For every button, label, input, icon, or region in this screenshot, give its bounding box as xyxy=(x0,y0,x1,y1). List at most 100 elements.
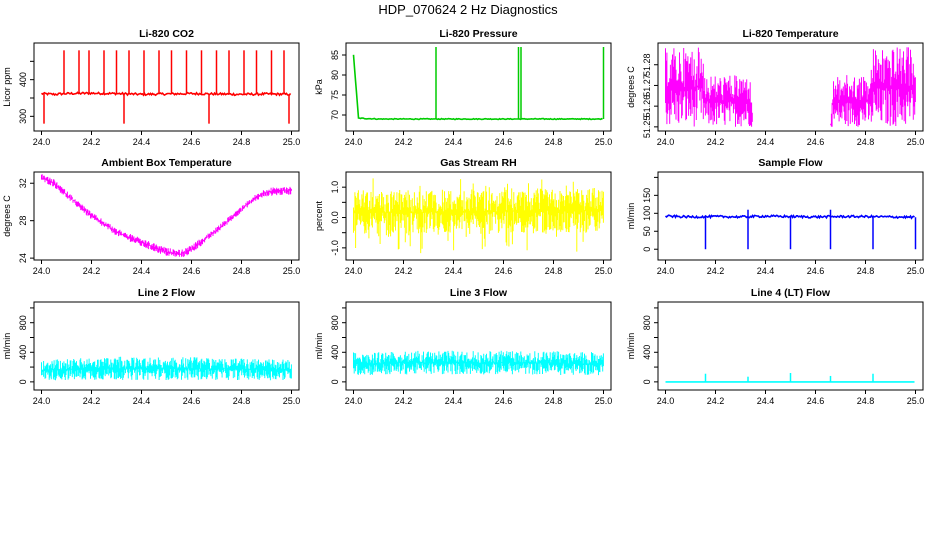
y-tick-label: 51.27 xyxy=(642,74,652,97)
x-tick-label: 24.8 xyxy=(857,137,875,147)
x-tick-label: 24.8 xyxy=(545,396,563,406)
x-tick-label: 24.6 xyxy=(807,137,825,147)
y-tick-label: 51.25 xyxy=(642,116,652,139)
x-tick-label: 24.0 xyxy=(657,266,675,276)
data-series xyxy=(353,350,604,376)
x-tick-label: 25.0 xyxy=(907,396,925,406)
x-tick-label: 24.4 xyxy=(133,137,151,147)
band-trace xyxy=(353,178,604,254)
data-series xyxy=(353,178,604,254)
chart-title: Ambient Box Temperature xyxy=(101,157,232,169)
y-axis-label: kPa xyxy=(314,79,324,95)
x-tick-label: 24.6 xyxy=(183,396,201,406)
x-tick-label: 24.8 xyxy=(233,396,251,406)
y-axis-label: ml/min xyxy=(626,333,636,360)
x-tick-label: 24.6 xyxy=(183,266,201,276)
y-axis-label: degrees C xyxy=(626,66,636,108)
y-tick-label: 1.0 xyxy=(330,181,340,194)
y-tick-label: 800 xyxy=(330,315,340,330)
chart-title: Li-820 CO2 xyxy=(139,28,194,40)
band-trace xyxy=(41,174,292,257)
x-tick-label: 24.0 xyxy=(33,137,51,147)
y-axis-label: ml/min xyxy=(314,333,324,360)
data-series xyxy=(41,356,292,381)
chart-title: Sample Flow xyxy=(758,157,823,169)
x-tick-label: 24.6 xyxy=(807,266,825,276)
x-tick-label: 24.4 xyxy=(133,396,151,406)
y-axis-label: degrees C xyxy=(2,195,12,237)
x-tick-label: 24.8 xyxy=(857,266,875,276)
x-tick-label: 24.8 xyxy=(857,396,875,406)
x-tick-label: 24.0 xyxy=(345,137,363,147)
chart-panel-1: Li-820 CO2 Licor ppm 24.0 24.2 24.4 24.6 24.8 2… xyxy=(2,28,300,147)
plot-frame xyxy=(33,171,300,261)
band-trace xyxy=(665,47,916,127)
chart-title: Line 4 (LT) Flow xyxy=(751,287,831,299)
x-tick-label: 25.0 xyxy=(283,396,301,406)
x-tick-label: 24.0 xyxy=(657,396,675,406)
y-tick-label: 0 xyxy=(330,379,340,384)
y-tick-label: 800 xyxy=(18,315,28,330)
chart-panel-7: Line 2 Flow ml/min 24.0 24.2 24.4 24.6 24.8 25.… xyxy=(2,287,300,406)
y-tick-label: 51.28 xyxy=(642,53,652,76)
y-tick-label: 400 xyxy=(18,72,28,87)
x-tick-label: 24.4 xyxy=(445,266,463,276)
y-tick-label: 75 xyxy=(330,90,340,100)
y-tick-label: 0 xyxy=(642,247,652,252)
x-tick-label: 24.0 xyxy=(657,137,675,147)
x-tick-label: 25.0 xyxy=(595,137,613,147)
x-tick-label: 24.4 xyxy=(757,266,775,276)
y-tick-label: 28 xyxy=(18,216,28,226)
chart-title: Gas Stream RH xyxy=(440,157,516,169)
x-tick-label: 25.0 xyxy=(283,137,301,147)
chart-panel-2: Li-820 Pressure kPa 24.0 24.2 24.4 24.6 24.8 25… xyxy=(314,28,612,147)
x-tick-label: 24.2 xyxy=(707,137,725,147)
x-tick-label: 24.6 xyxy=(183,137,201,147)
line-trace xyxy=(352,54,603,121)
chart-panel-5: Gas Stream RH percent 24.0 24.2 24.4 24.6 24.8… xyxy=(314,157,612,276)
x-tick-label: 25.0 xyxy=(283,266,301,276)
plot-frame xyxy=(345,42,612,132)
x-tick-label: 24.2 xyxy=(83,396,101,406)
x-tick-label: 24.6 xyxy=(495,396,513,406)
chart-title: Li-820 Temperature xyxy=(742,28,838,40)
x-tick-label: 24.8 xyxy=(233,137,251,147)
y-tick-label: 400 xyxy=(330,345,340,360)
line-trace xyxy=(41,91,292,97)
chart-title: Line 3 Flow xyxy=(450,287,508,299)
y-tick-label: 100 xyxy=(642,206,652,221)
x-tick-label: 24.0 xyxy=(33,266,51,276)
data-series xyxy=(41,50,292,124)
y-tick-label: 800 xyxy=(642,315,652,330)
x-tick-label: 24.6 xyxy=(495,266,513,276)
figure-title: HDP_070624 2 Hz Diagnostics xyxy=(378,2,558,17)
data-series xyxy=(665,47,916,127)
x-tick-label: 24.2 xyxy=(395,137,413,147)
y-tick-label: 51.26 xyxy=(642,95,652,118)
x-tick-label: 24.4 xyxy=(757,396,775,406)
data-series xyxy=(664,209,917,250)
chart-panel-8: Line 3 Flow ml/min 24.0 24.2 24.4 24.6 24.8 25.… xyxy=(314,287,612,406)
x-tick-label: 24.2 xyxy=(83,137,101,147)
x-tick-label: 24.2 xyxy=(707,396,725,406)
x-tick-label: 25.0 xyxy=(907,266,925,276)
x-tick-label: 24.8 xyxy=(545,137,563,147)
y-tick-label: 70 xyxy=(330,110,340,120)
y-tick-label: 85 xyxy=(330,50,340,60)
band-trace xyxy=(41,356,292,381)
x-tick-label: 25.0 xyxy=(907,137,925,147)
x-tick-label: 24.2 xyxy=(395,266,413,276)
plot-frame xyxy=(33,301,300,391)
data-series xyxy=(352,47,605,121)
y-axis-label: ml/min xyxy=(626,203,636,230)
chart-title: Li-820 Pressure xyxy=(439,28,517,40)
plot-frame xyxy=(345,171,612,261)
y-tick-label: 0 xyxy=(642,379,652,384)
y-tick-label: 150 xyxy=(642,188,652,203)
y-tick-label: 50 xyxy=(642,226,652,236)
y-tick-label: 32 xyxy=(18,178,28,188)
plot-frame xyxy=(657,171,924,261)
y-tick-label: -1.0 xyxy=(330,240,340,256)
y-tick-label: 24 xyxy=(18,253,28,263)
